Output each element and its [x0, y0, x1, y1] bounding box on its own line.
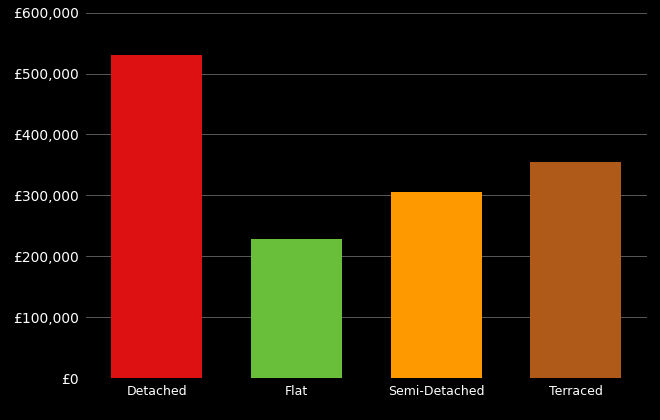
- Bar: [391, 192, 482, 378]
- Bar: [112, 55, 202, 378]
- Bar: [531, 162, 621, 378]
- Bar: [251, 239, 342, 378]
